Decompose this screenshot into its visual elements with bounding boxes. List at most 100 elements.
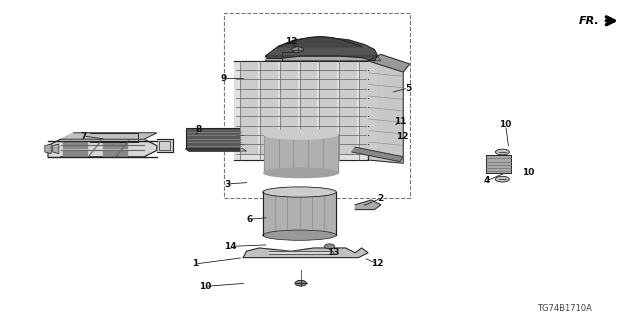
Bar: [359, 62, 377, 70]
Bar: [280, 80, 298, 89]
Polygon shape: [52, 144, 59, 154]
Bar: [359, 90, 377, 98]
Bar: [339, 80, 357, 89]
Bar: [280, 127, 298, 135]
Bar: [280, 136, 298, 144]
Text: 9: 9: [221, 74, 227, 83]
Circle shape: [292, 47, 303, 52]
Bar: [339, 136, 357, 144]
Bar: [300, 108, 317, 116]
Polygon shape: [243, 248, 368, 258]
Text: 10: 10: [198, 282, 211, 291]
Bar: [339, 117, 357, 126]
Bar: [240, 90, 258, 98]
Text: 7: 7: [80, 132, 86, 140]
Bar: [300, 145, 317, 154]
Bar: [280, 117, 298, 126]
Polygon shape: [186, 149, 246, 151]
Bar: [319, 62, 337, 70]
Polygon shape: [234, 61, 368, 160]
Text: 12: 12: [285, 37, 298, 46]
Text: 4: 4: [483, 176, 490, 185]
Bar: [240, 145, 258, 154]
Bar: [280, 145, 298, 154]
Bar: [240, 62, 258, 70]
Bar: [319, 117, 337, 126]
Polygon shape: [352, 147, 403, 162]
Bar: [260, 136, 278, 144]
Ellipse shape: [495, 149, 509, 155]
Bar: [339, 62, 357, 70]
Bar: [300, 99, 317, 107]
Bar: [300, 136, 317, 144]
Bar: [63, 142, 87, 148]
Bar: [339, 145, 357, 154]
Text: 1: 1: [192, 260, 198, 268]
Bar: [260, 127, 278, 135]
Bar: [260, 71, 278, 79]
Bar: [240, 80, 258, 89]
Text: 6: 6: [246, 215, 253, 224]
Bar: [339, 71, 357, 79]
Polygon shape: [355, 200, 381, 210]
Polygon shape: [266, 56, 381, 61]
Text: 12: 12: [396, 132, 408, 140]
Bar: [339, 108, 357, 116]
Polygon shape: [266, 37, 378, 61]
Bar: [300, 127, 317, 135]
Bar: [359, 80, 377, 89]
Bar: [240, 99, 258, 107]
Text: 3: 3: [224, 180, 230, 188]
Bar: [359, 108, 377, 116]
Bar: [339, 127, 357, 135]
Bar: [260, 80, 278, 89]
Bar: [260, 145, 278, 154]
Bar: [159, 141, 170, 150]
Bar: [319, 127, 337, 135]
Bar: [280, 99, 298, 107]
Polygon shape: [61, 133, 157, 139]
Text: 12: 12: [371, 260, 384, 268]
Bar: [260, 62, 278, 70]
Bar: [359, 145, 377, 154]
Text: 8: 8: [195, 125, 202, 134]
Polygon shape: [264, 134, 338, 173]
Bar: [103, 142, 127, 148]
Ellipse shape: [264, 168, 338, 178]
Bar: [300, 90, 317, 98]
Bar: [260, 117, 278, 126]
Bar: [103, 150, 127, 156]
Polygon shape: [48, 139, 157, 157]
Bar: [240, 136, 258, 144]
Bar: [260, 108, 278, 116]
Polygon shape: [269, 251, 333, 254]
Text: 11: 11: [394, 117, 406, 126]
Bar: [339, 99, 357, 107]
Circle shape: [295, 280, 307, 286]
Polygon shape: [263, 192, 337, 235]
Bar: [359, 99, 377, 107]
Polygon shape: [157, 139, 173, 152]
Bar: [300, 71, 317, 79]
Bar: [186, 128, 243, 149]
Bar: [319, 136, 337, 144]
Bar: [359, 127, 377, 135]
Bar: [280, 90, 298, 98]
Bar: [300, 62, 317, 70]
Polygon shape: [45, 144, 51, 154]
Bar: [319, 145, 337, 154]
Text: 5: 5: [405, 84, 412, 92]
Polygon shape: [368, 61, 403, 163]
Text: TG74B1710A: TG74B1710A: [537, 304, 592, 313]
Circle shape: [324, 244, 335, 249]
Text: FR.: FR.: [579, 16, 600, 26]
FancyBboxPatch shape: [486, 155, 511, 173]
Bar: [280, 62, 298, 70]
Bar: [300, 117, 317, 126]
Bar: [260, 99, 278, 107]
Bar: [280, 108, 298, 116]
Bar: [339, 90, 357, 98]
Bar: [359, 117, 377, 126]
Bar: [240, 108, 258, 116]
Bar: [280, 71, 298, 79]
